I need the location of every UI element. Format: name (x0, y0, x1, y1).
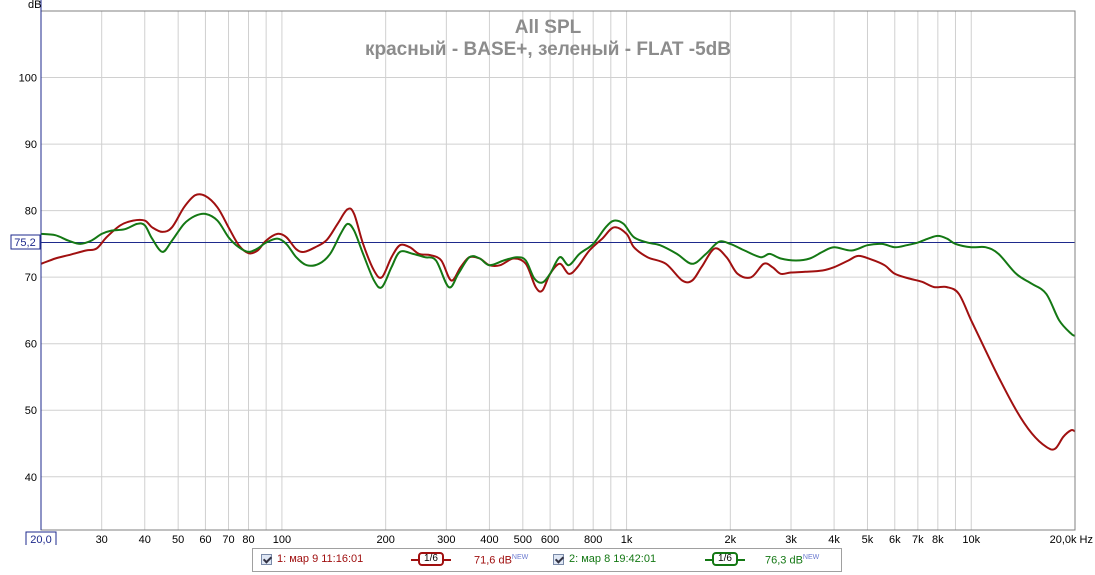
x-tick-label: 5k (862, 534, 874, 545)
y-unit-label: dB (28, 0, 41, 11)
legend-2-level-value: 76,3 dB (765, 554, 803, 567)
x-tick-label: 3k (785, 534, 797, 545)
legend-1-label: 1: мар 9 11:16:01 (277, 553, 364, 565)
x-tick-label: 10k (962, 534, 980, 545)
x-tick-label: 60 (199, 534, 211, 545)
x-max-label: 20,0k Hz (1050, 534, 1093, 545)
legend-2-checkbox[interactable] (553, 553, 564, 565)
x-tick-label: 4k (828, 534, 840, 545)
y-tick-label: 90 (25, 139, 37, 151)
x-tick-label: 6k (889, 534, 901, 545)
x-tick-label: 300 (437, 534, 455, 545)
grid (41, 11, 1075, 530)
y-tick-label: 50 (25, 405, 37, 417)
x-tick-label: 80 (242, 534, 254, 545)
x-tick-label: 600 (541, 534, 559, 545)
legend-1-level-value: 71,6 dB (474, 554, 512, 567)
legend-item-2[interactable]: 2: мар 8 19:42:01 (553, 553, 656, 565)
x-tick-label: 800 (584, 534, 602, 545)
series-line-2 (40, 212, 1076, 337)
legend-2-badge: NEW (802, 554, 820, 561)
y-tick-label: 60 (25, 339, 37, 351)
legend-1-checkbox[interactable] (261, 553, 272, 565)
series-line-1 (40, 193, 1076, 451)
x-tick-label: 50 (172, 534, 184, 545)
ref-level-value: 75,2 (14, 237, 35, 249)
legend-1-badge: NEW (511, 554, 529, 561)
legend: 1: мар 9 11:16:01 1/6 71,6 dBNEW 2: мар … (252, 548, 842, 572)
x-tick-label: 100 (273, 534, 291, 545)
y-tick-label: 40 (25, 472, 37, 484)
ref-level-box[interactable]: 75,2 (10, 234, 41, 250)
y-tick-label: 100 (19, 73, 37, 85)
series-layer (40, 193, 1076, 451)
legend-item-1[interactable]: 1: мар 9 11:16:01 (261, 553, 363, 565)
x-tick-label: 500 (514, 534, 532, 545)
legend-1-smoothing[interactable]: 1/6 (418, 552, 444, 566)
x-tick-label: 1k (621, 534, 633, 545)
chart-title: All SPL (515, 17, 582, 38)
y-tick-label: 70 (25, 272, 37, 284)
tick-labels: 30 40 50 60 70 80 100 200 300 400 500 600 800 1k 2k 3k 4… (19, 73, 981, 545)
x-tick-label: 40 (139, 534, 151, 545)
x-tick-label: 30 (96, 534, 108, 545)
x-tick-label: 2k (725, 534, 737, 545)
x-min-value: 20,0 (30, 534, 51, 545)
x-tick-label: 70 (222, 534, 234, 545)
legend-2-label: 2: мар 8 19:42:01 (569, 553, 657, 565)
x-tick-label: 8k (932, 534, 944, 545)
legend-2-level: 76,3 dBNEW (765, 554, 819, 567)
legend-1-level: 71,6 dBNEW (474, 554, 528, 567)
legend-2-smoothing[interactable]: 1/6 (712, 552, 738, 566)
frequency-response-chart: 30 40 50 60 70 80 100 200 300 400 500 600 800 1k 2k 3k 4… (10, 0, 1093, 545)
x-tick-label: 200 (376, 534, 394, 545)
x-tick-label: 400 (480, 534, 498, 545)
chart-subtitle: красный - BASE+, зеленый - FLAT -5dB (365, 39, 731, 60)
plot-frame (40, 10, 1076, 531)
x-min-box[interactable]: 20,0 (25, 531, 57, 545)
x-tick-label: 7k (912, 534, 924, 545)
y-tick-label: 80 (25, 206, 37, 218)
